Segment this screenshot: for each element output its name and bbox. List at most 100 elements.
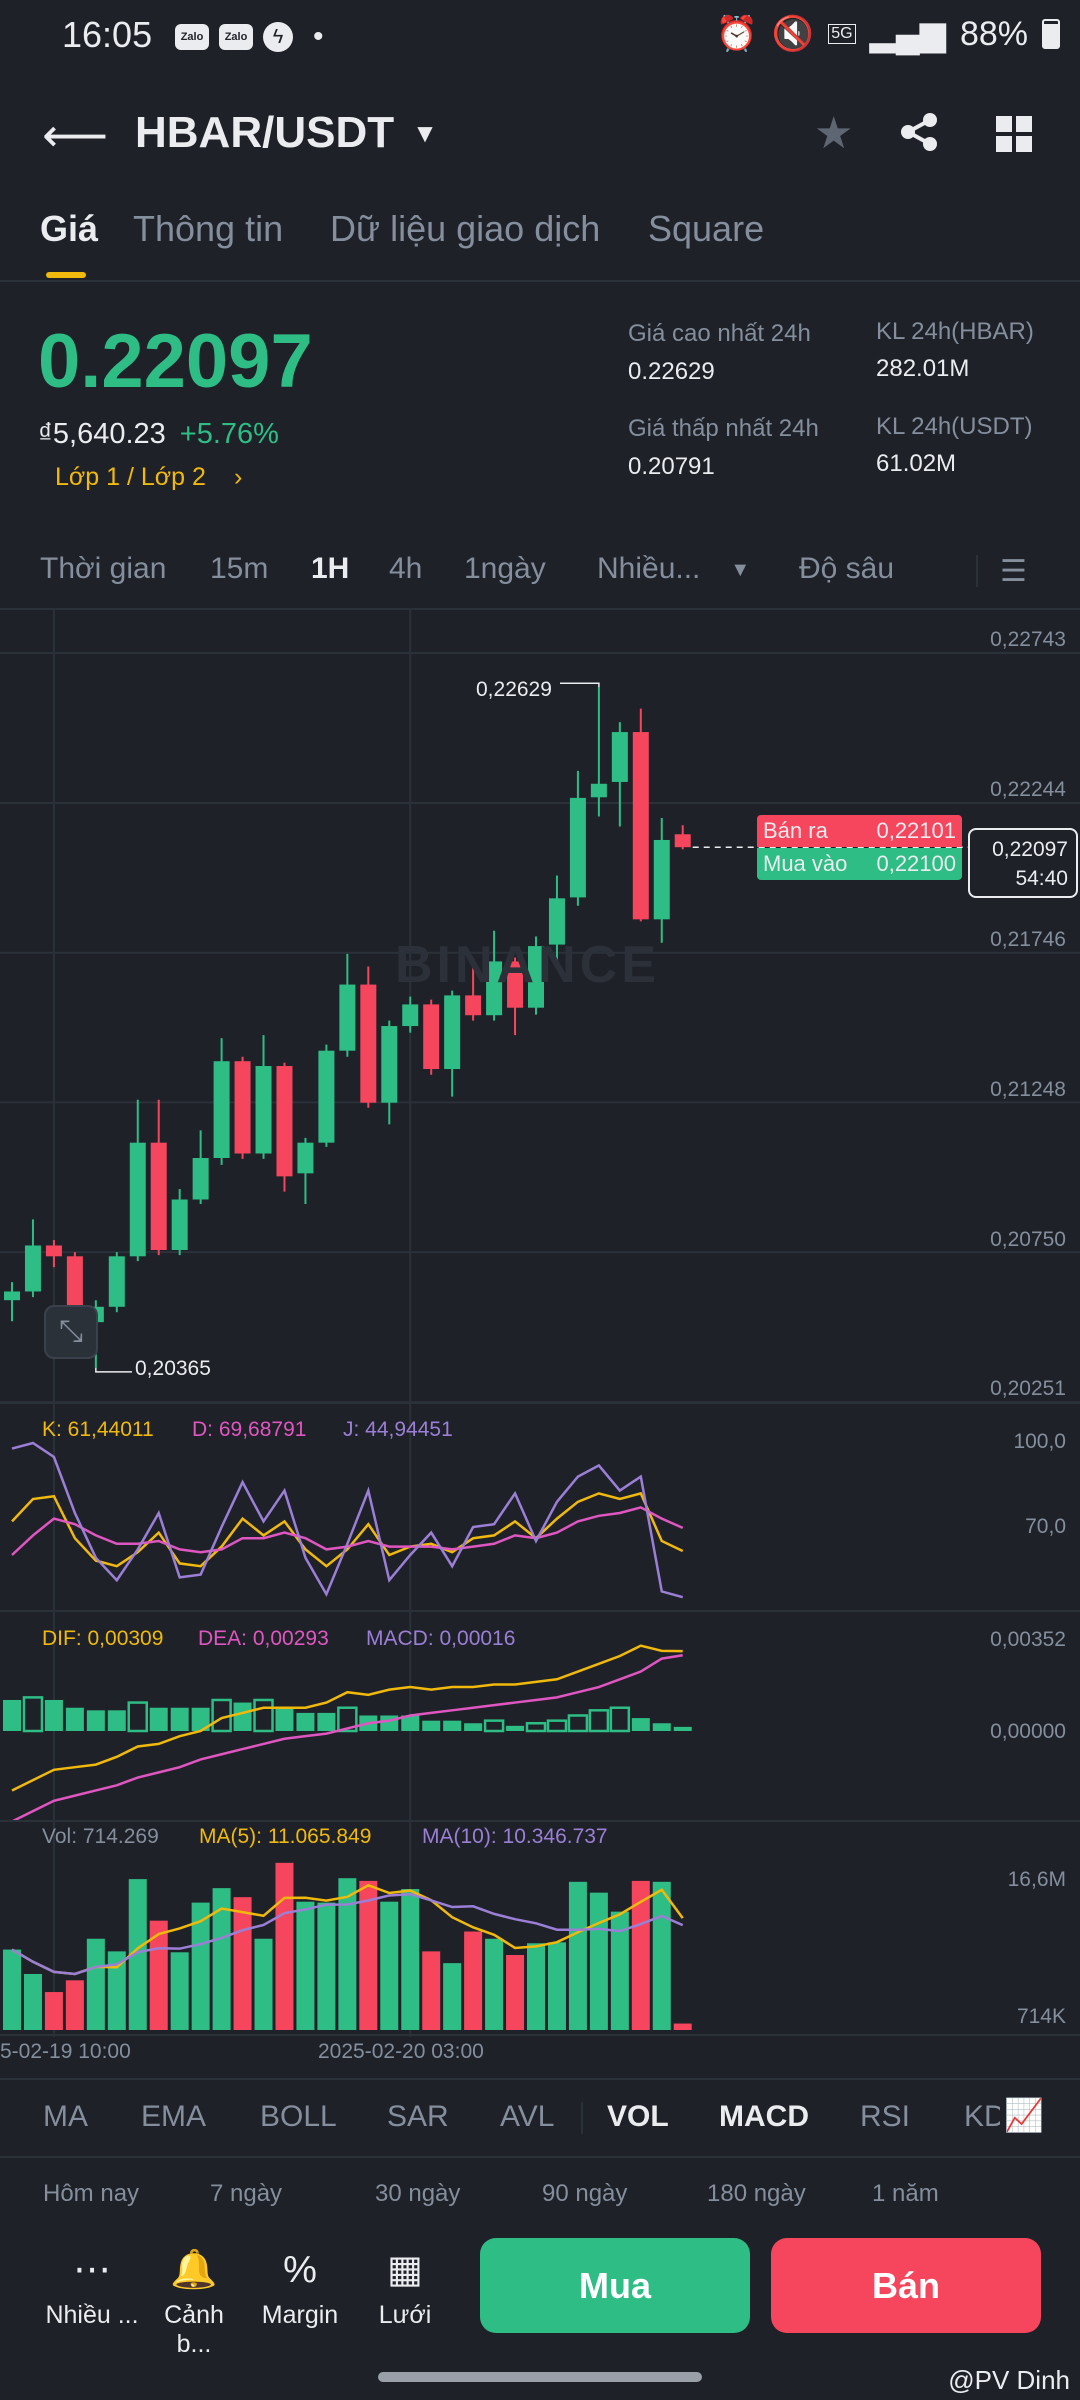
caret-down-icon: ▼: [730, 559, 751, 581]
pane-divider: [0, 1402, 1080, 1404]
margin-button[interactable]: % Margin: [250, 2245, 350, 2330]
candle-body: [45, 1245, 62, 1257]
interval-more[interactable]: Nhiều... ▼: [597, 552, 750, 588]
range-1y[interactable]: 1 năm: [872, 2180, 939, 2207]
pair-selector[interactable]: HBAR/USDT ▼: [135, 108, 438, 158]
macd-dif-line: [11, 1644, 683, 1792]
volume-bar: [359, 1880, 378, 2030]
low-label: Giá thấp nhất 24h: [628, 415, 819, 442]
indicator-avl[interactable]: AVL: [500, 2100, 555, 2133]
macd-histogram-bar: [652, 1723, 671, 1731]
macd-histogram-bar: [337, 1706, 358, 1733]
candle-body: [611, 732, 628, 782]
indicator-kdj[interactable]: KDJ: [964, 2100, 1000, 2133]
candle-body: [192, 1158, 209, 1200]
alert-button[interactable]: 🔔 Cảnh b...: [144, 2245, 244, 2359]
buy-button[interactable]: Mua: [480, 2238, 750, 2333]
kdj-chart: [11, 1405, 684, 1615]
more-label: Nhiều ...: [45, 2301, 139, 2329]
price-axis-label: 0,22743: [990, 628, 1066, 651]
home-indicator[interactable]: [378, 2372, 702, 2382]
interval-time[interactable]: Thời gian: [40, 552, 167, 585]
indicator-rsi[interactable]: RSI: [860, 2100, 911, 2133]
fullscreen-icon[interactable]: ⤡: [44, 1305, 98, 1359]
interval-1h[interactable]: 1H: [311, 552, 350, 585]
share-icon[interactable]: [900, 112, 940, 157]
max-price-marker: [560, 682, 600, 688]
interval-15m[interactable]: 15m: [210, 552, 269, 585]
indicator-macd[interactable]: MACD: [719, 2100, 809, 2133]
candle-body: [297, 1142, 314, 1174]
macd-histogram-bar: [191, 1707, 210, 1731]
user-watermark: @PV Dinh: [948, 2365, 1070, 2395]
grid-bot-button[interactable]: ▦ Lưới: [355, 2245, 455, 2330]
macd-axis-label: 0,00000: [990, 1720, 1066, 1743]
range-90d[interactable]: 90 ngày: [542, 2180, 628, 2207]
candle-countdown: 54:40: [1015, 867, 1068, 890]
macd-histogram-bar: [65, 1707, 84, 1731]
volume-bar: [86, 1938, 105, 2030]
volume-bar: [527, 1943, 545, 2030]
divider: [0, 608, 1080, 610]
binance-watermark: BINANCE: [395, 936, 660, 994]
macd-histogram-bar: [483, 1719, 505, 1733]
tab-info[interactable]: Thông tin: [133, 208, 284, 249]
interval-4h[interactable]: 4h: [389, 552, 423, 585]
range-today[interactable]: Hôm nay: [43, 2180, 140, 2207]
kdj-line-d: [11, 1506, 684, 1556]
volume-bar: [464, 1931, 483, 2030]
macd-histogram-bar: [401, 1715, 420, 1731]
layer-link[interactable]: Lớp 1 / Lớp 2 ›: [55, 463, 242, 492]
volume-bar: [191, 1902, 210, 2030]
volume-bar: [275, 1862, 294, 2030]
volume-bar: [44, 1992, 63, 2030]
more-button[interactable]: ⋯ Nhiều ...: [42, 2245, 142, 2330]
candlestick-chart[interactable]: [0, 608, 1080, 1408]
kdj-j-legend: J: 44,94451: [343, 1418, 453, 1441]
price-axis-label: 0,21248: [990, 1078, 1066, 1101]
tab-trading-data[interactable]: Dữ liệu giao dịch: [330, 208, 601, 249]
candle-body: [150, 1142, 167, 1250]
tab-square[interactable]: Square: [648, 208, 765, 249]
indicator-boll[interactable]: BOLL: [260, 2100, 337, 2133]
max-price-label: 0,22629: [476, 678, 552, 701]
interval-1d[interactable]: 1ngày: [464, 552, 546, 585]
pane-divider: [0, 1610, 1080, 1612]
layout-grid-icon[interactable]: [996, 116, 1032, 157]
volume-bar: [233, 1897, 252, 2030]
divider: [0, 280, 1080, 282]
favorite-star-icon[interactable]: ★: [814, 109, 854, 158]
chart-settings-icon[interactable]: ☰: [1000, 555, 1027, 588]
indicator-ema[interactable]: EMA: [141, 2100, 207, 2133]
range-30d[interactable]: 30 ngày: [375, 2180, 461, 2207]
volume-bar: [589, 1892, 608, 2030]
high-label: Giá cao nhất 24h: [628, 320, 811, 347]
kdj-d-legend: D: 69,68791: [192, 1418, 307, 1441]
pair-title: HBAR/USDT: [135, 108, 395, 157]
volume-bar: [380, 1901, 399, 2030]
volume-bar: [23, 1973, 42, 2030]
tab-price[interactable]: Giá: [40, 208, 99, 249]
min-price-label: 0,20365: [135, 1357, 211, 1380]
indicator-sar[interactable]: SAR: [387, 2100, 449, 2133]
system-icons: ⏰ 🔇 5G ▂▄▆ 88%: [716, 14, 1060, 54]
volume-bar: [107, 1951, 126, 2030]
range-7d[interactable]: 7 ngày: [210, 2180, 283, 2207]
candle-body: [213, 1061, 230, 1159]
candle-body: [24, 1245, 41, 1292]
indicator-vol[interactable]: VOL: [607, 2100, 669, 2133]
divider: [581, 2102, 583, 2134]
indicator-ma[interactable]: MA: [43, 2100, 88, 2133]
candle-body: [402, 1004, 419, 1027]
candle-body: [444, 995, 461, 1070]
sell-button[interactable]: Bán: [771, 2238, 1041, 2333]
range-180d[interactable]: 180 ngày: [707, 2180, 806, 2207]
volume-bar: [568, 1881, 587, 2030]
vol-quote-value: 61.02M: [876, 450, 957, 477]
date-label: 2025-02-20 03:00: [318, 2040, 484, 2063]
vol-axis-label: 16,6M: [1007, 1868, 1066, 1891]
indicator-settings-icon[interactable]: 📈: [1000, 2096, 1044, 2134]
back-button[interactable]: ⟵: [42, 109, 108, 161]
depth-tab[interactable]: Độ sâu: [799, 552, 895, 585]
bid-tag: Mua vào 0,22100: [757, 848, 962, 880]
